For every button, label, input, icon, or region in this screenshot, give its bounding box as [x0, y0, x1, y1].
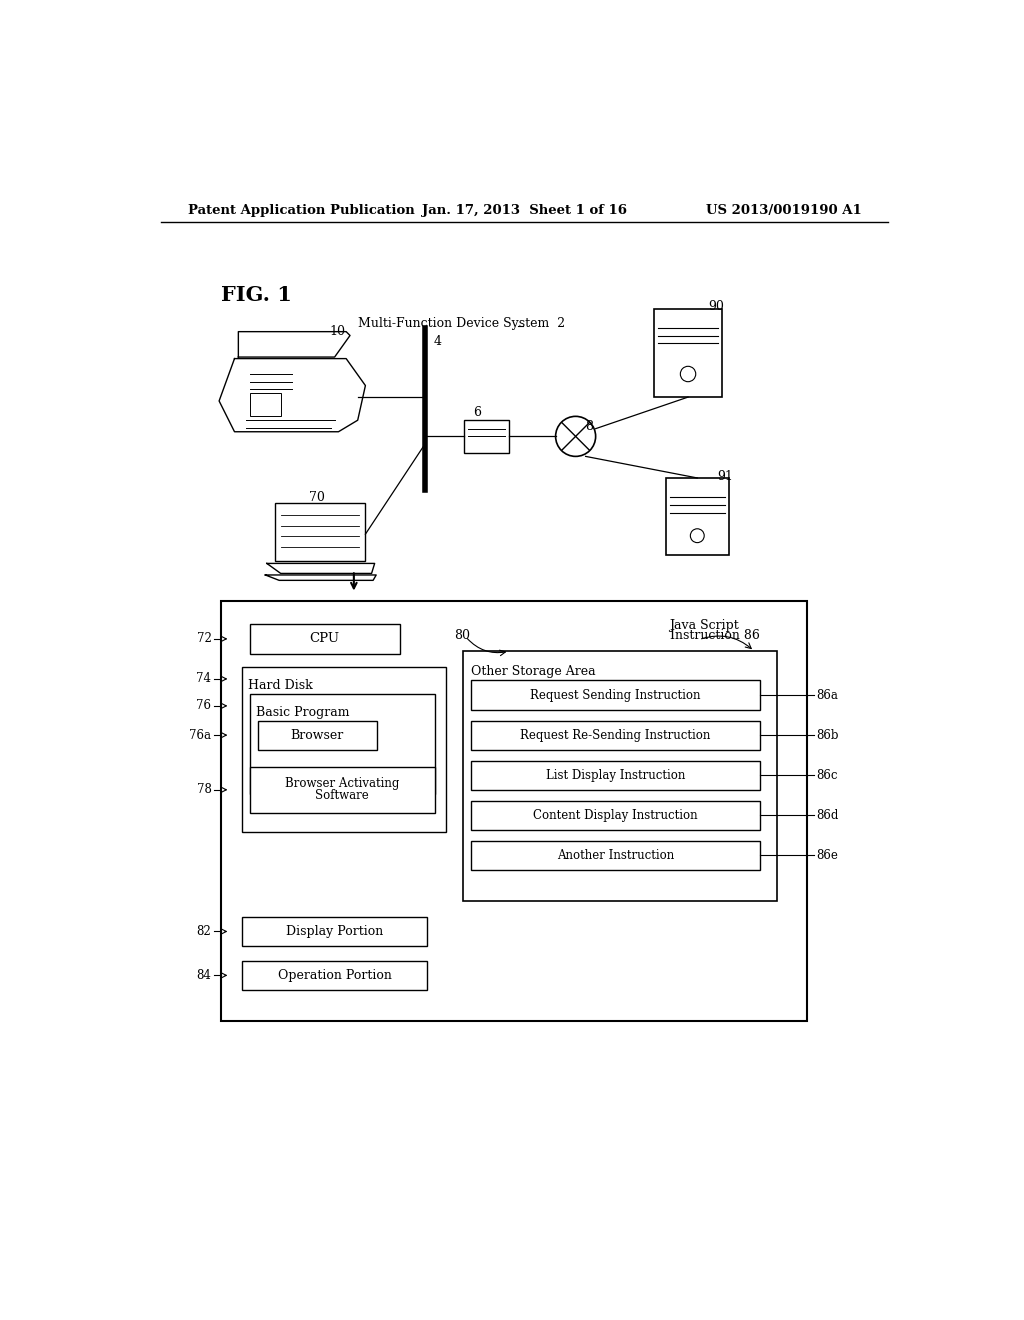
FancyArrowPatch shape [467, 639, 506, 656]
Bar [250, 624, 400, 653]
Text: 76: 76 [197, 700, 211, 713]
Text: Jan. 17, 2013  Sheet 1 of 16: Jan. 17, 2013 Sheet 1 of 16 [422, 205, 628, 218]
Bar [463, 651, 777, 902]
Bar [464, 420, 509, 453]
Text: Request Sending Instruction: Request Sending Instruction [530, 689, 700, 702]
Text: US 2013/0019190 A1: US 2013/0019190 A1 [707, 205, 862, 218]
Text: Hard Disk: Hard Disk [249, 678, 313, 692]
Text: 8: 8 [585, 420, 593, 433]
Bar [274, 503, 366, 561]
Text: 76a: 76a [189, 729, 211, 742]
Text: Operation Portion: Operation Portion [278, 969, 391, 982]
Bar [471, 841, 761, 870]
Bar [654, 309, 722, 397]
Text: List Display Instruction: List Display Instruction [546, 768, 685, 781]
Text: Basic Program: Basic Program [256, 706, 349, 719]
Text: 6: 6 [473, 407, 481, 418]
Text: Patent Application Publication: Patent Application Publication [188, 205, 415, 218]
Text: 4: 4 [433, 335, 441, 348]
Bar [666, 478, 729, 554]
Text: 72: 72 [197, 632, 211, 645]
Text: 10: 10 [330, 325, 345, 338]
Bar [471, 681, 761, 710]
Text: CPU: CPU [309, 632, 340, 645]
Bar [243, 917, 427, 946]
Bar [471, 760, 761, 789]
Text: Request Re-Sending Instruction: Request Re-Sending Instruction [520, 729, 711, 742]
Text: 91: 91 [717, 470, 733, 483]
Text: 86e: 86e [816, 849, 838, 862]
Text: 86d: 86d [816, 809, 839, 822]
Text: Browser Activating: Browser Activating [285, 777, 399, 791]
Text: Another Instruction: Another Instruction [557, 849, 674, 862]
Bar [243, 961, 427, 990]
Bar [221, 601, 807, 1020]
Text: 90: 90 [708, 300, 724, 313]
Bar [243, 667, 446, 832]
Text: 84: 84 [197, 969, 211, 982]
Text: Java Script: Java Script [670, 619, 739, 631]
FancyArrowPatch shape [701, 636, 752, 648]
Text: 86c: 86c [816, 768, 838, 781]
Bar [250, 393, 281, 416]
Text: Multi-Function Device System  2: Multi-Function Device System 2 [357, 317, 565, 330]
Bar [250, 693, 435, 793]
Text: 82: 82 [197, 925, 211, 939]
Bar [258, 721, 377, 750]
Text: Software: Software [315, 789, 370, 803]
Bar [471, 800, 761, 830]
Text: Browser: Browser [290, 729, 343, 742]
Text: 78: 78 [197, 783, 211, 796]
Text: Other Storage Area: Other Storage Area [471, 665, 596, 678]
Text: 74: 74 [197, 672, 211, 685]
Bar [250, 767, 435, 813]
Text: FIG. 1: FIG. 1 [221, 285, 292, 305]
Text: Content Display Instruction: Content Display Instruction [534, 809, 698, 822]
Text: Instruction 86: Instruction 86 [670, 628, 760, 642]
Bar [471, 721, 761, 750]
Text: 70: 70 [309, 491, 325, 504]
Text: 80: 80 [454, 630, 470, 643]
Text: 86b: 86b [816, 729, 839, 742]
Text: Display Portion: Display Portion [286, 925, 383, 939]
Text: 86a: 86a [816, 689, 838, 702]
